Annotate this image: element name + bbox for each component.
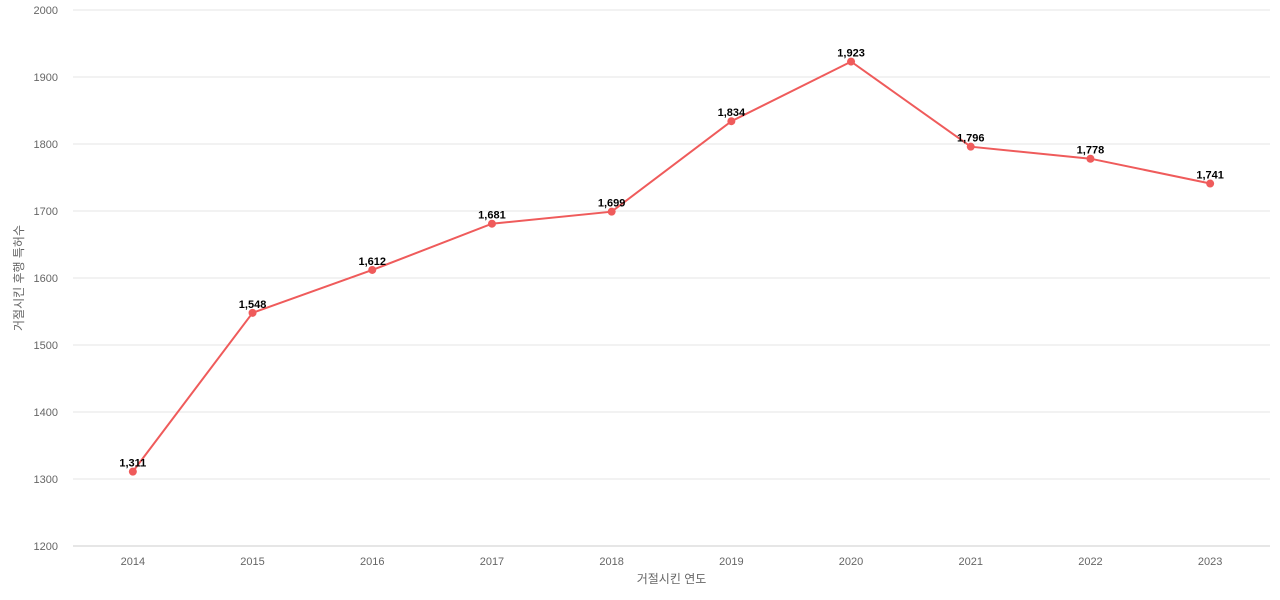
y-tick-label: 1200 [34, 541, 58, 553]
data-point [1086, 154, 1095, 163]
data-label: 1,548 [239, 299, 267, 311]
data-point [128, 467, 137, 476]
grid-lines [73, 9, 1270, 547]
x-tick-label: 2019 [719, 556, 743, 568]
data-label: 1,699 [598, 198, 626, 210]
data-point [727, 117, 736, 126]
y-tick-label: 1800 [34, 139, 58, 151]
series-line [132, 60, 1211, 473]
data-label: 1,311 [119, 458, 146, 470]
x-tick-label: 2017 [480, 556, 504, 568]
data-point [248, 308, 257, 317]
data-labels: 1,311 1,548 1,612 1,681 1,699 1,834 1,923 1,796… [119, 48, 1224, 470]
data-point [966, 142, 975, 151]
data-points [128, 57, 1215, 476]
y-tick-label: 1700 [34, 206, 58, 218]
x-tick-label: 2022 [1078, 556, 1102, 568]
x-tick-label: 2023 [1198, 556, 1222, 568]
y-axis-label: 거절시킨 후행 특허수 [11, 225, 26, 331]
data-label: 1,681 [478, 210, 506, 222]
x-axis-label: 거절시킨 연도 [637, 572, 707, 586]
data-label: 1,796 [957, 133, 985, 145]
x-tick-label: 2020 [839, 556, 863, 568]
data-label: 1,923 [837, 48, 865, 60]
data-point [487, 219, 496, 228]
x-tick-labels: 2014 2015 2016 2017 2018 2019 2020 2021 2022 2023 [121, 556, 1223, 568]
data-point [368, 265, 377, 274]
x-tick-label: 2016 [360, 556, 384, 568]
y-tick-label: 2000 [34, 5, 58, 17]
y-tick-label: 1500 [34, 340, 58, 352]
y-tick-label: 1900 [34, 72, 58, 84]
x-tick-label: 2021 [959, 556, 983, 568]
data-point [847, 57, 856, 66]
y-tick-label: 1400 [34, 407, 58, 419]
x-tick-label: 2014 [121, 556, 145, 568]
y-tick-label: 1300 [34, 474, 58, 486]
data-point [1206, 179, 1215, 188]
y-tick-label: 1600 [34, 273, 58, 285]
data-label: 1,741 [1196, 170, 1224, 182]
y-tick-labels: 1200 1300 1400 1500 1600 1700 1800 1900 2000 [34, 5, 58, 553]
data-label: 1,778 [1077, 145, 1105, 157]
data-point [607, 207, 616, 216]
x-tick-label: 2015 [240, 556, 264, 568]
data-label: 1,612 [358, 256, 386, 268]
x-tick-label: 2018 [599, 556, 623, 568]
data-label: 1,834 [718, 107, 746, 119]
